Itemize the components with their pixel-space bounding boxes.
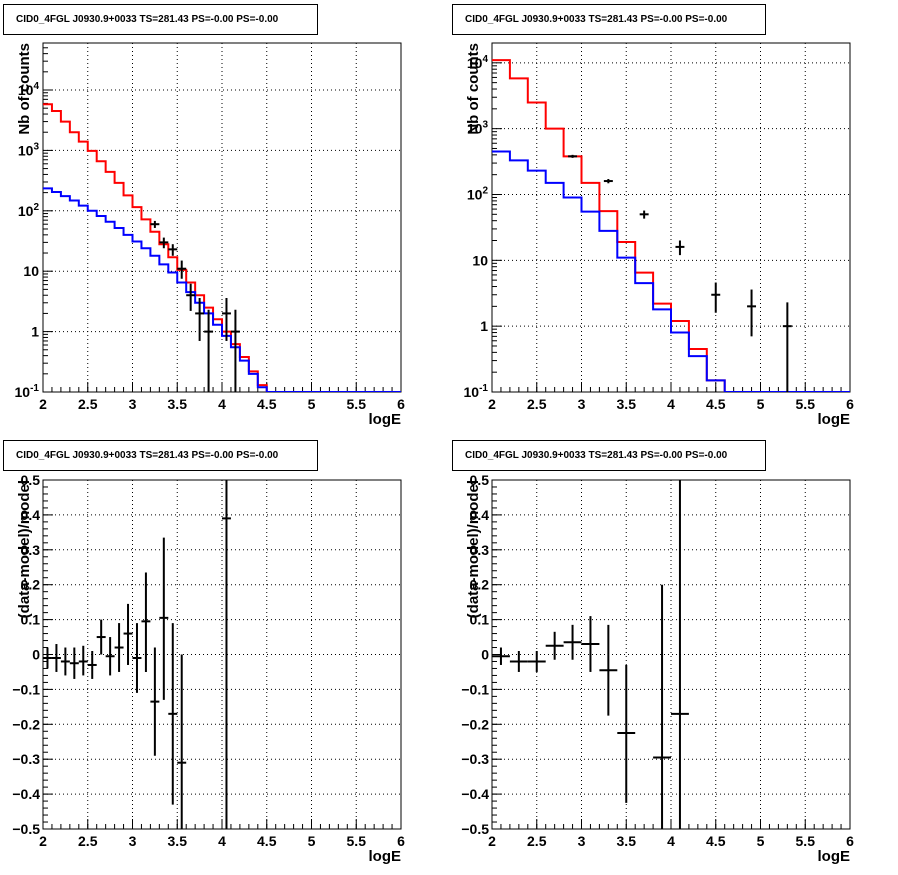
y-tick-label: −0.5 (12, 821, 40, 837)
y-tick-label: −0.4 (12, 786, 40, 802)
x-axis-label: logE (369, 848, 402, 865)
y-tick-label: 0.5 (470, 472, 490, 488)
x-tick-label: 4 (667, 833, 675, 849)
x-tick-label: 5 (757, 396, 765, 412)
x-tick-label: 5 (308, 396, 316, 412)
y-tick-label: 103 (467, 120, 489, 137)
y-tick-label: 0.5 (21, 472, 41, 488)
y-tick-label: 0.2 (21, 577, 41, 593)
y-axis-label: Nb of counts (16, 43, 33, 135)
plot-frame (491, 42, 851, 393)
x-tick-label: 5.5 (796, 396, 816, 412)
y-tick-label: 1 (31, 324, 39, 340)
y-tick-label: 102 (18, 202, 40, 219)
x-tick-label: 4.5 (706, 833, 726, 849)
series-group (492, 59, 850, 392)
x-tick-label: 6 (846, 396, 854, 412)
series-line-total-model (43, 103, 401, 392)
y-tick-label: −0.5 (461, 821, 489, 837)
y-tick-label: 0.4 (21, 507, 41, 523)
y-tick-label: 0.1 (470, 612, 490, 628)
chart-1: 2 2.5 3 3.5 4 4.5 5 5.5 6 10-1 1 10 102 103 104 logE Nb … (15, 42, 405, 428)
x-tick-label: 3.5 (617, 396, 637, 412)
y-tick-label: 1 (480, 318, 488, 334)
chart-4: 2 2.5 3 3.5 4 4.5 5 5.5 6 −0.5 −0.4 −0.3 −0.2 −0.1 0 0.… (461, 472, 854, 865)
series-group (43, 103, 401, 392)
pad-title-1: CID0_4FGL J0930.9+0033 TS=281.43 PS=-0.0… (3, 4, 318, 35)
y-tick-label: −0.1 (12, 681, 40, 697)
plot-frame (491, 479, 851, 830)
chart-2: 2 2.5 3 3.5 4 4.5 5 5.5 6 10-1 1 10 102 103 104 logE Nb … (464, 42, 854, 428)
x-tick-label: 5.5 (347, 833, 367, 849)
x-tick-label: 3 (578, 833, 586, 849)
x-tick-label: 3 (578, 396, 586, 412)
series-group (492, 480, 689, 829)
y-tick-label: 10-1 (15, 383, 40, 400)
y-tick-label: 10 (23, 263, 39, 279)
pad-title-4: CID0_4FGL J0930.9+0033 TS=281.43 PS=-0.0… (452, 440, 766, 471)
x-tick-label: 5.5 (796, 833, 816, 849)
x-axis-label: logE (818, 848, 851, 865)
y-tick-label: 0.3 (21, 542, 41, 558)
y-tick-label: 104 (467, 54, 489, 71)
x-tick-label: 4.5 (706, 396, 726, 412)
x-tick-label: 2.5 (527, 396, 547, 412)
y-tick-label: −0.4 (461, 786, 489, 802)
x-tick-label: 4 (218, 833, 226, 849)
y-tick-label: 0.2 (470, 577, 490, 593)
y-tick-label: −0.3 (12, 751, 40, 767)
y-axis-label: (data-model)/model (465, 480, 482, 618)
series-line-total-model (492, 59, 850, 392)
x-tick-label: 4 (667, 396, 675, 412)
x-tick-label: 5 (308, 833, 316, 849)
x-tick-label: 2 (39, 833, 47, 849)
y-tick-label: 103 (18, 141, 40, 158)
y-tick-label: 0 (32, 647, 40, 663)
series-line-background (492, 150, 850, 392)
x-tick-label: 2.5 (78, 833, 98, 849)
x-tick-label: 6 (397, 833, 405, 849)
x-tick-label: 3 (129, 833, 137, 849)
x-tick-label: 4.5 (257, 833, 277, 849)
pad-title-2: CID0_4FGL J0930.9+0033 TS=281.43 PS=-0.0… (452, 4, 766, 35)
x-tick-label: 4.5 (257, 396, 277, 412)
x-tick-label: 6 (846, 833, 854, 849)
series-line-background (43, 187, 401, 392)
x-tick-label: 6 (397, 396, 405, 412)
y-tick-label: 0 (481, 647, 489, 663)
plot-frame (42, 42, 402, 393)
x-tick-label: 4 (218, 396, 226, 412)
y-tick-label: −0.2 (12, 716, 40, 732)
y-tick-label: −0.2 (461, 716, 489, 732)
x-axis-label: logE (369, 411, 402, 428)
y-axis-label: (data-model)/model (16, 480, 33, 618)
x-axis-label: logE (818, 411, 851, 428)
x-tick-label: 2 (488, 833, 496, 849)
pad-title-3: CID0_4FGL J0930.9+0033 TS=281.43 PS=-0.0… (3, 440, 318, 471)
y-tick-label: −0.3 (461, 751, 489, 767)
x-tick-label: 3.5 (617, 833, 637, 849)
y-tick-label: 102 (467, 185, 489, 202)
x-tick-label: 3.5 (168, 833, 188, 849)
y-tick-label: 0.3 (470, 542, 490, 558)
y-tick-label: 10-1 (464, 383, 489, 400)
y-tick-label: −0.1 (461, 681, 489, 697)
y-tick-label: 10 (472, 252, 488, 268)
x-tick-label: 5 (757, 833, 765, 849)
x-tick-label: 2 (488, 396, 496, 412)
y-tick-label: 104 (18, 81, 40, 98)
x-tick-label: 2.5 (527, 833, 547, 849)
x-tick-label: 2 (39, 396, 47, 412)
y-tick-label: 0.4 (470, 507, 490, 523)
x-tick-label: 5.5 (347, 396, 367, 412)
x-tick-label: 3 (129, 396, 137, 412)
x-tick-label: 2.5 (78, 396, 98, 412)
y-tick-label: 0.1 (21, 612, 41, 628)
plot-frame (42, 479, 402, 830)
y-axis-label: Nb of counts (465, 43, 482, 135)
series-group (43, 480, 231, 829)
x-tick-label: 3.5 (168, 396, 188, 412)
chart-3: 2 2.5 3 3.5 4 4.5 5 5.5 6 −0.5 −0.4 −0.3 −0.2 −0.1 0 0.… (12, 472, 405, 865)
